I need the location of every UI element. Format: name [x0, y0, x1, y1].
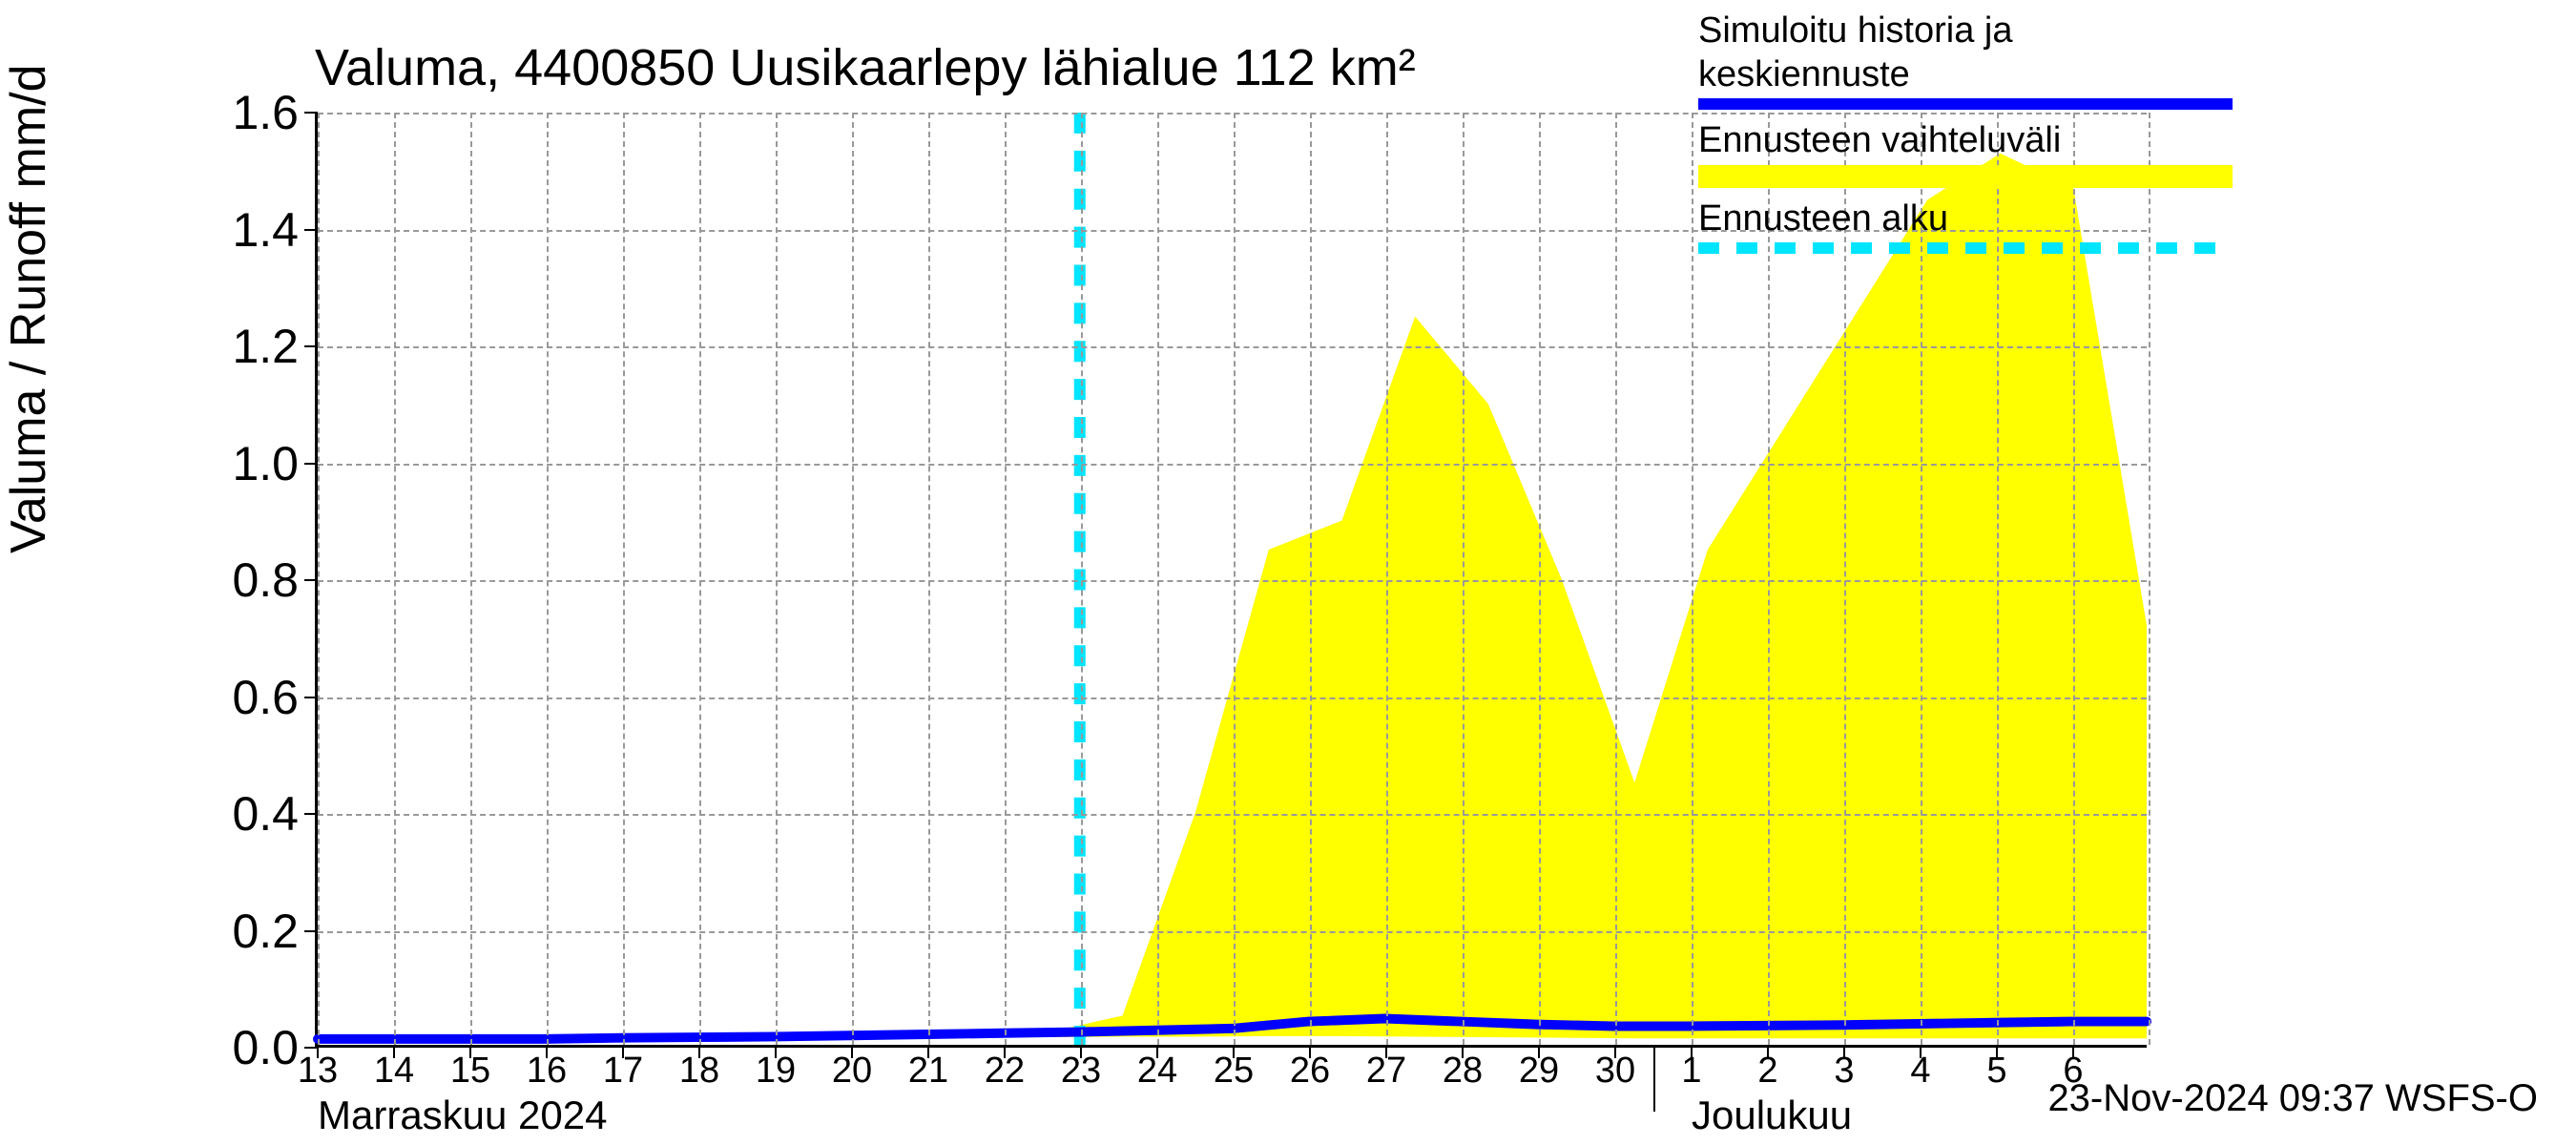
- x-tick-mark: [393, 1045, 395, 1058]
- x-tick-mark: [775, 1045, 777, 1058]
- grid-line-vertical: [1615, 113, 1617, 1045]
- y-tick-mark: [304, 345, 318, 347]
- month-label-en: November: [318, 1138, 608, 1145]
- grid-line-vertical: [699, 113, 701, 1045]
- grid-line-vertical: [394, 113, 396, 1045]
- y-axis-label: Valuma / Runoff mm/d: [0, 64, 57, 553]
- grid-line-horizontal: [318, 697, 2147, 699]
- x-tick-mark: [698, 1045, 700, 1058]
- x-tick-mark: [1614, 1045, 1616, 1058]
- x-tick-mark: [469, 1045, 471, 1058]
- legend: Simuloitu historia ja keskiennuste Ennust…: [1698, 10, 2233, 263]
- y-tick-mark: [304, 112, 318, 114]
- x-tick-mark: [1920, 1045, 1922, 1058]
- chart-title: Valuma, 4400850 Uusikaarlepy lähialue 11…: [315, 38, 1416, 97]
- legend-swatch: [1698, 165, 2233, 188]
- grid-line-vertical: [470, 113, 472, 1045]
- legend-entry-start: Ennusteen alku: [1698, 198, 2233, 255]
- grid-line-vertical: [1386, 113, 1388, 1045]
- grid-line-vertical: [928, 113, 930, 1045]
- x-tick-mark: [1385, 1045, 1387, 1058]
- y-tick-label: 0.2: [232, 904, 299, 959]
- y-tick-mark: [304, 930, 318, 932]
- x-tick-mark: [1996, 1045, 1998, 1058]
- y-tick-label: 1.2: [232, 319, 299, 374]
- month-label-fi: Joulukuu: [1692, 1093, 1852, 1137]
- grid-line-vertical: [547, 113, 549, 1045]
- y-tick-mark: [304, 697, 318, 698]
- legend-label: Ennusteen alku: [1698, 198, 2233, 241]
- legend-entry-mean: Simuloitu historia ja keskiennuste: [1698, 10, 2233, 110]
- mean-line: [318, 1019, 2147, 1039]
- x-tick-mark: [927, 1045, 929, 1058]
- month-block-label: JoulukuuDecember: [1692, 1093, 1877, 1145]
- grid-line-horizontal: [318, 814, 2147, 816]
- grid-line-vertical: [1463, 113, 1465, 1045]
- month-block-label: Marraskuu 2024November: [318, 1093, 608, 1145]
- grid-line-horizontal: [318, 580, 2147, 582]
- y-tick-label: 0.8: [232, 552, 299, 608]
- grid-line-vertical: [1692, 113, 1693, 1045]
- x-tick-mark: [1156, 1045, 1158, 1058]
- month-label-fi: Marraskuu 2024: [318, 1093, 608, 1137]
- grid-line-horizontal: [318, 464, 2147, 466]
- y-tick-mark: [304, 579, 318, 581]
- x-tick-mark: [1233, 1045, 1235, 1058]
- legend-label: Ennusteen vaihteluväli: [1698, 119, 2233, 163]
- grid-line-horizontal: [318, 931, 2147, 933]
- legend-label: Simuloitu historia ja keskiennuste: [1698, 10, 2233, 96]
- y-tick-label: 0.6: [232, 670, 299, 725]
- chart-container: Valuma, 4400850 Uusikaarlepy lähialue 11…: [0, 0, 2576, 1145]
- y-tick-label: 1.6: [232, 85, 299, 140]
- x-tick-mark: [1004, 1045, 1006, 1058]
- x-tick-mark: [1538, 1045, 1540, 1058]
- grid-line-vertical: [1005, 113, 1007, 1045]
- render-timestamp: 23-Nov-2024 09:37 WSFS-O: [2047, 1077, 2538, 1120]
- legend-swatch: [1698, 98, 2233, 110]
- x-tick-mark: [1462, 1045, 1464, 1058]
- legend-swatch: [1698, 242, 2233, 254]
- grid-line-vertical: [1310, 113, 1312, 1045]
- y-tick-label: 1.0: [232, 436, 299, 491]
- forecast-band: [318, 154, 2147, 1040]
- y-tick-mark: [304, 229, 318, 231]
- x-tick-mark: [317, 1045, 319, 1058]
- y-tick-label: 1.4: [232, 202, 299, 258]
- grid-line-horizontal: [318, 346, 2147, 348]
- legend-entry-band: Ennusteen vaihteluväli: [1698, 119, 2233, 188]
- x-tick-mark: [851, 1045, 853, 1058]
- grid-line-vertical: [1081, 113, 1083, 1045]
- x-tick-mark: [1767, 1045, 1769, 1058]
- month-divider: [1653, 1045, 1655, 1112]
- grid-line-vertical: [1234, 113, 1236, 1045]
- x-tick-mark: [1691, 1045, 1693, 1058]
- grid-line-vertical: [776, 113, 778, 1045]
- grid-line-vertical: [318, 113, 320, 1045]
- grid-line-vertical: [1539, 113, 1541, 1045]
- grid-line-vertical: [1157, 113, 1159, 1045]
- y-tick-mark: [304, 463, 318, 465]
- grid-line-vertical: [623, 113, 625, 1045]
- x-tick-mark: [1080, 1045, 1082, 1058]
- x-tick-mark: [622, 1045, 624, 1058]
- grid-line-vertical: [852, 113, 854, 1045]
- x-tick-mark: [2072, 1045, 2074, 1058]
- month-label-en: December: [1692, 1138, 1877, 1145]
- y-tick-label: 0.0: [232, 1020, 299, 1075]
- x-tick-mark: [546, 1045, 548, 1058]
- x-tick-mark: [1843, 1045, 1845, 1058]
- y-tick-mark: [304, 813, 318, 815]
- y-tick-mark: [304, 1047, 318, 1049]
- y-tick-label: 0.4: [232, 786, 299, 842]
- x-tick-mark: [1309, 1045, 1311, 1058]
